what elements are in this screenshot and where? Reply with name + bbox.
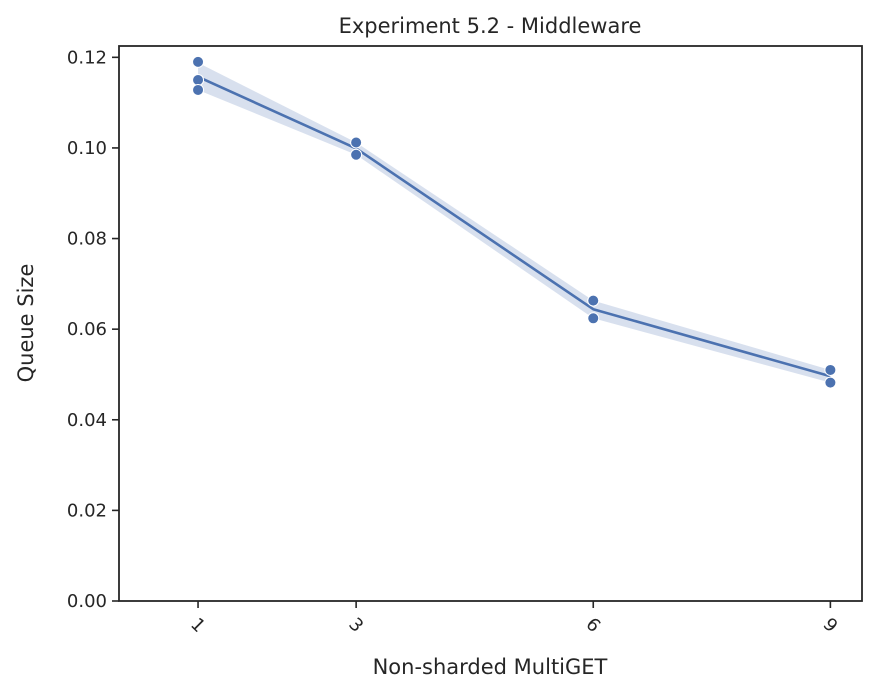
data-point <box>824 363 837 376</box>
data-point <box>587 294 600 307</box>
x-tick-label: 3 <box>344 614 367 637</box>
y-tick-label: 0.06 <box>67 319 107 340</box>
y-tick-label: 0.10 <box>67 138 107 159</box>
series-line <box>197 75 831 378</box>
y-tick-label: 0.12 <box>67 47 107 68</box>
y-tick-label: 0.04 <box>67 410 107 431</box>
data-point-layer <box>192 55 837 389</box>
data-point <box>824 376 837 389</box>
plot-frame <box>118 45 863 602</box>
y-tick-label: 0.00 <box>67 591 107 612</box>
data-point <box>192 83 205 96</box>
data-point <box>587 312 600 325</box>
confidence-band-layer <box>198 62 831 383</box>
data-point <box>192 73 205 86</box>
y-axis-label: Queue Size <box>14 264 38 383</box>
data-point <box>350 136 363 149</box>
chart-title: Experiment 5.2 - Middleware <box>339 14 642 38</box>
x-tick-label: 6 <box>581 614 604 637</box>
data-point <box>192 55 205 68</box>
x-tick-label: 9 <box>819 614 842 637</box>
x-axis: 1 3 6 9 <box>186 601 842 637</box>
y-tick-label: 0.02 <box>67 500 107 521</box>
x-tick-label: 1 <box>186 614 209 637</box>
y-tick-label: 0.08 <box>67 229 107 250</box>
y-axis: 0.00 0.02 0.04 0.06 0.08 0.10 0.12 <box>67 47 119 612</box>
series-line-layer <box>197 75 831 378</box>
x-axis-label: Non-sharded MultiGET <box>373 655 608 679</box>
data-point <box>350 148 363 161</box>
confidence-band <box>198 62 831 383</box>
